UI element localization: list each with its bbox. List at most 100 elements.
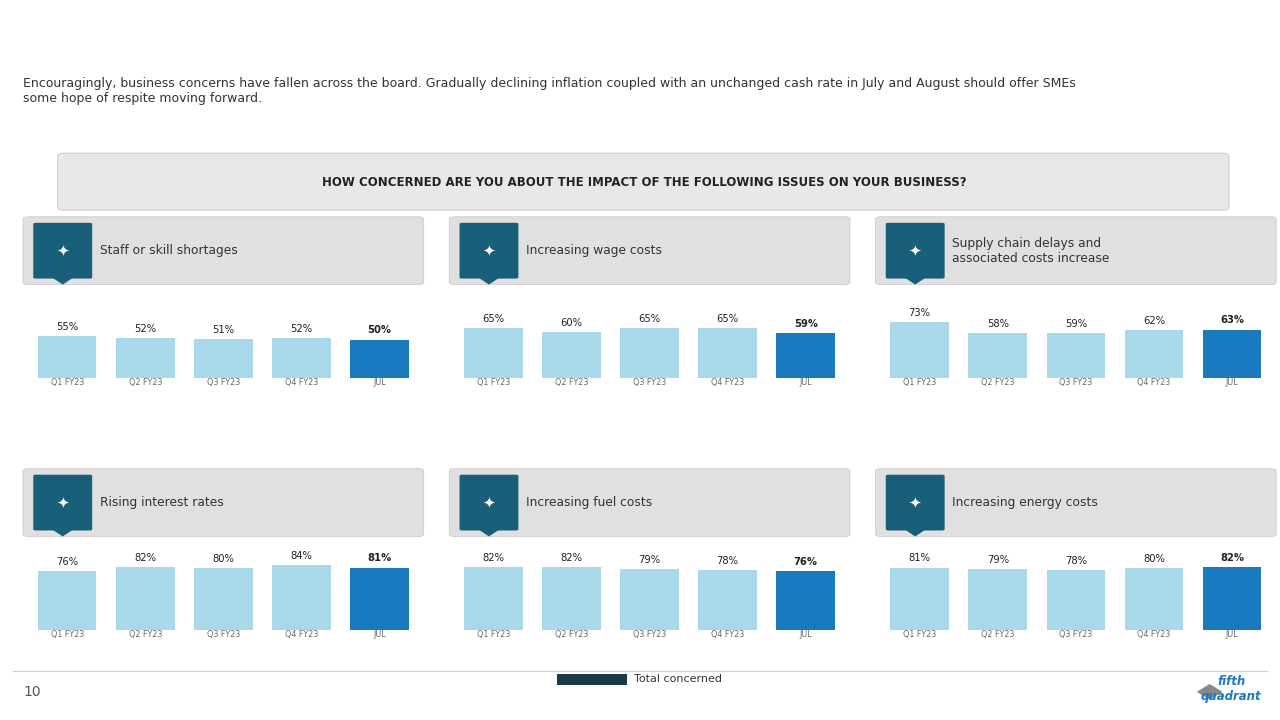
- Text: 60%: 60%: [561, 318, 582, 328]
- Text: Q3 FY23: Q3 FY23: [1060, 378, 1092, 387]
- Text: Rising interest rates: Rising interest rates: [100, 496, 224, 509]
- Text: Q1 FY23: Q1 FY23: [51, 378, 83, 387]
- Text: ✦: ✦: [56, 495, 69, 510]
- Text: Q1 FY23: Q1 FY23: [904, 630, 936, 639]
- Text: 65%: 65%: [717, 314, 739, 324]
- Text: Q2 FY23: Q2 FY23: [554, 630, 589, 639]
- FancyBboxPatch shape: [58, 153, 1229, 210]
- FancyBboxPatch shape: [886, 222, 945, 279]
- FancyBboxPatch shape: [460, 222, 518, 279]
- Bar: [1125, 568, 1183, 630]
- Text: 84%: 84%: [291, 551, 312, 561]
- Text: 58%: 58%: [987, 319, 1009, 329]
- Text: 50%: 50%: [367, 325, 392, 336]
- Text: 65%: 65%: [639, 314, 660, 324]
- Text: Total concerned: Total concerned: [634, 674, 722, 684]
- Bar: [969, 570, 1027, 630]
- Bar: [465, 328, 522, 378]
- Text: Q2 FY23: Q2 FY23: [980, 630, 1015, 639]
- Text: Q1 FY23: Q1 FY23: [51, 630, 83, 639]
- Polygon shape: [479, 529, 499, 536]
- Text: 65%: 65%: [483, 314, 504, 324]
- Bar: [1047, 333, 1105, 378]
- Bar: [543, 332, 600, 378]
- Text: fifth
quadrant: fifth quadrant: [1201, 675, 1262, 703]
- Text: 78%: 78%: [717, 556, 739, 566]
- Text: Increasing fuel costs: Increasing fuel costs: [526, 496, 653, 509]
- Text: Q4 FY23: Q4 FY23: [285, 378, 317, 387]
- Text: Q4 FY23: Q4 FY23: [712, 378, 744, 387]
- Text: Q2 FY23: Q2 FY23: [128, 630, 163, 639]
- Bar: [621, 328, 678, 378]
- Text: ✦: ✦: [483, 495, 495, 510]
- Text: JUL: JUL: [1226, 378, 1238, 387]
- Text: ✦: ✦: [909, 243, 922, 258]
- Text: 82%: 82%: [561, 553, 582, 562]
- Bar: [273, 338, 330, 378]
- Bar: [1047, 570, 1105, 630]
- Text: 82%: 82%: [134, 553, 156, 562]
- FancyBboxPatch shape: [23, 217, 424, 284]
- Bar: [273, 565, 330, 630]
- Text: JUL: JUL: [374, 630, 385, 639]
- Bar: [195, 568, 252, 630]
- Text: 76%: 76%: [56, 557, 78, 567]
- FancyBboxPatch shape: [449, 217, 850, 284]
- FancyBboxPatch shape: [33, 474, 92, 531]
- Text: Key Performance Indicators | Business Concerns: Key Performance Indicators | Business Co…: [23, 19, 593, 41]
- Bar: [195, 339, 252, 378]
- Text: 82%: 82%: [1220, 553, 1244, 562]
- FancyBboxPatch shape: [876, 217, 1276, 284]
- Bar: [116, 567, 174, 630]
- Text: 10: 10: [23, 685, 41, 699]
- Text: Staff or skill shortages: Staff or skill shortages: [100, 244, 238, 257]
- Polygon shape: [52, 529, 73, 536]
- Bar: [621, 570, 678, 630]
- Text: Q3 FY23: Q3 FY23: [207, 378, 239, 387]
- Text: Q4 FY23: Q4 FY23: [712, 630, 744, 639]
- Text: Increasing energy costs: Increasing energy costs: [952, 496, 1098, 509]
- Bar: [777, 572, 835, 630]
- Bar: [1203, 567, 1261, 630]
- Bar: [891, 567, 948, 630]
- Bar: [699, 328, 756, 378]
- Text: JUL: JUL: [800, 378, 812, 387]
- Text: Supply chain delays and
associated costs increase: Supply chain delays and associated costs…: [952, 237, 1110, 265]
- Text: Q2 FY23: Q2 FY23: [554, 378, 589, 387]
- FancyBboxPatch shape: [449, 469, 850, 536]
- Text: 80%: 80%: [1143, 554, 1165, 564]
- Text: 81%: 81%: [367, 554, 392, 564]
- Bar: [465, 567, 522, 630]
- Text: JUL: JUL: [374, 378, 385, 387]
- Polygon shape: [479, 277, 499, 284]
- Bar: [1125, 330, 1183, 378]
- Bar: [543, 567, 600, 630]
- Text: Q3 FY23: Q3 FY23: [1060, 630, 1092, 639]
- Bar: [1203, 330, 1261, 378]
- Text: Q1 FY23: Q1 FY23: [477, 630, 509, 639]
- Text: Q1 FY23: Q1 FY23: [477, 378, 509, 387]
- Text: Q2 FY23: Q2 FY23: [980, 378, 1015, 387]
- Bar: [351, 567, 408, 630]
- Text: Q1 FY23: Q1 FY23: [904, 378, 936, 387]
- Bar: [351, 340, 408, 378]
- FancyBboxPatch shape: [876, 469, 1276, 536]
- Polygon shape: [905, 277, 925, 284]
- Text: 59%: 59%: [1065, 318, 1087, 328]
- Bar: [777, 333, 835, 378]
- FancyBboxPatch shape: [886, 474, 945, 531]
- Text: 52%: 52%: [291, 324, 312, 334]
- Text: Q4 FY23: Q4 FY23: [1138, 378, 1170, 387]
- FancyBboxPatch shape: [460, 474, 518, 531]
- Bar: [116, 338, 174, 378]
- Polygon shape: [905, 529, 925, 536]
- Text: Q3 FY23: Q3 FY23: [207, 630, 239, 639]
- Text: Q2 FY23: Q2 FY23: [128, 378, 163, 387]
- Polygon shape: [1197, 684, 1222, 700]
- Bar: [699, 570, 756, 630]
- Text: 63%: 63%: [1220, 315, 1244, 325]
- Text: Encouragingly, business concerns have fallen across the board. Gradually declini: Encouragingly, business concerns have fa…: [23, 77, 1075, 105]
- Text: 82%: 82%: [483, 553, 504, 562]
- Bar: [38, 572, 96, 630]
- Text: JUL: JUL: [1226, 630, 1238, 639]
